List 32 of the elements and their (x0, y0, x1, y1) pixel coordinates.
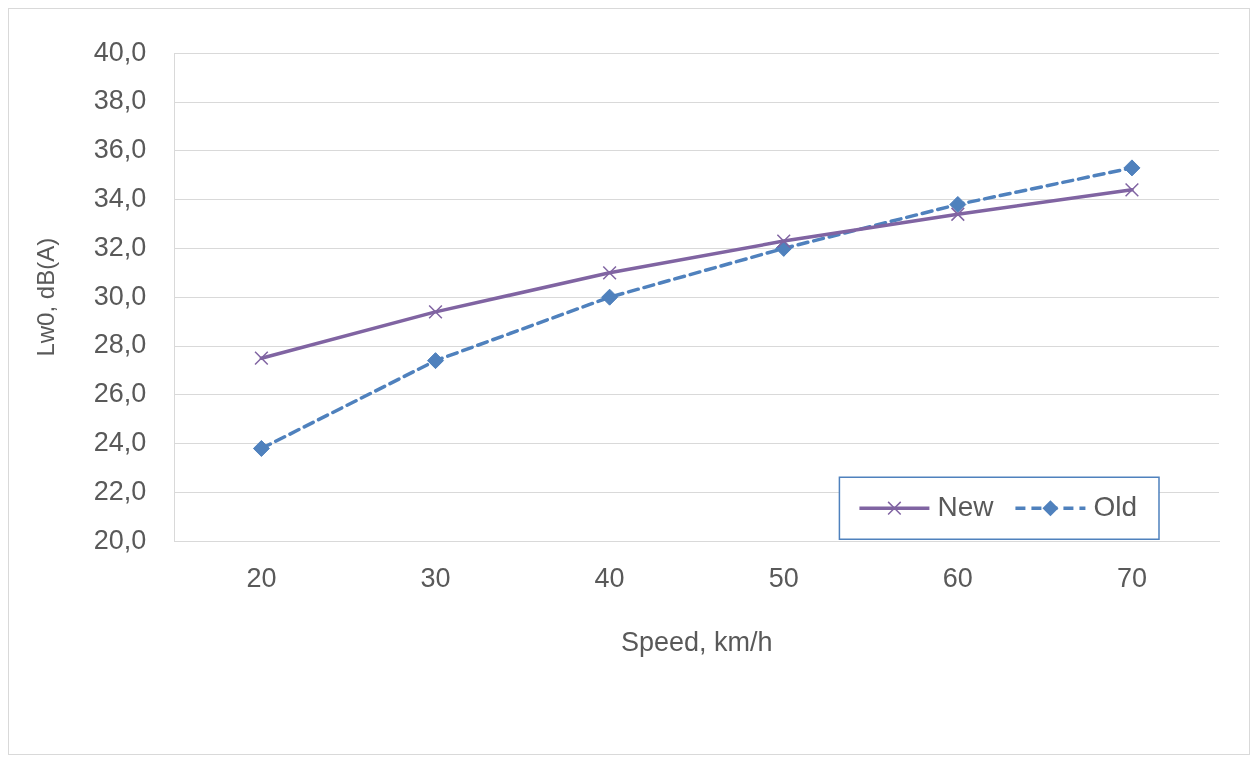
point (252, 439, 270, 457)
y-axis-title: Lw0, dB(A) (32, 237, 60, 357)
point (1124, 182, 1140, 197)
point (428, 304, 443, 319)
point (1123, 159, 1141, 177)
legend-label: Old (1093, 490, 1138, 522)
point (776, 233, 791, 249)
y-tick-label: 40,0 (93, 36, 147, 67)
point (254, 351, 269, 366)
y-tick-label: 22,0 (93, 475, 147, 506)
x-tick-label: 20 (246, 562, 277, 593)
x-tick-label: 50 (768, 562, 799, 593)
y-tick-label: 28,0 (93, 329, 147, 360)
y-tick-label: 26,0 (93, 378, 147, 409)
legend-label: New (937, 490, 995, 522)
y-tick-label: 34,0 (93, 183, 147, 214)
y-tick-label: 38,0 (93, 85, 147, 116)
y-tick-label: 20,0 (93, 524, 147, 555)
x-tick-label: 70 (1116, 562, 1147, 593)
point (602, 265, 617, 280)
x-tick-label: 30 (420, 562, 451, 593)
x-tick-label: 60 (942, 562, 973, 593)
y-tick-label: 30,0 (93, 280, 147, 311)
y-tick-label: 32,0 (93, 231, 147, 262)
point (427, 352, 445, 370)
point (950, 207, 965, 222)
y-tick-label: 36,0 (93, 134, 147, 165)
y-tick-label: 24,0 (93, 427, 147, 458)
point (601, 288, 619, 306)
point (949, 195, 967, 213)
x-tick-label: 40 (594, 562, 625, 593)
x-axis-title: Speed, km/h (620, 627, 773, 658)
